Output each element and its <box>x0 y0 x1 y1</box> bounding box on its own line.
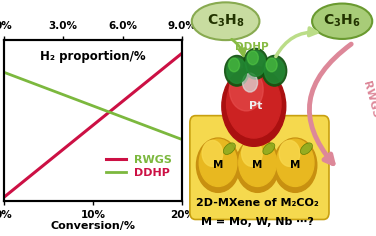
Circle shape <box>246 51 266 76</box>
Circle shape <box>279 140 300 166</box>
Circle shape <box>264 58 285 83</box>
Circle shape <box>222 66 286 146</box>
Ellipse shape <box>300 143 312 155</box>
Circle shape <box>276 139 314 186</box>
Circle shape <box>225 55 249 86</box>
Text: M = Mo, W, Nb ⋯?: M = Mo, W, Nb ⋯? <box>201 217 314 227</box>
Circle shape <box>227 58 247 83</box>
Text: 2D-MXene of M₂CO₂: 2D-MXene of M₂CO₂ <box>196 198 319 208</box>
Circle shape <box>202 140 223 166</box>
Text: M: M <box>252 160 263 170</box>
Legend: RWGS, DDHP: RWGS, DDHP <box>101 151 177 182</box>
Text: RWGS: RWGS <box>361 80 376 119</box>
Circle shape <box>247 51 258 65</box>
Circle shape <box>196 138 240 192</box>
FancyBboxPatch shape <box>190 116 329 219</box>
Ellipse shape <box>312 4 372 39</box>
Circle shape <box>239 139 276 186</box>
Circle shape <box>226 70 281 138</box>
Text: M: M <box>290 160 300 170</box>
Ellipse shape <box>223 143 235 155</box>
Circle shape <box>229 68 263 111</box>
X-axis label: Conversion/%: Conversion/% <box>50 221 136 231</box>
Circle shape <box>243 73 258 92</box>
Circle shape <box>199 139 237 186</box>
Text: $\mathbf{C_3H_6}$: $\mathbf{C_3H_6}$ <box>323 13 361 29</box>
Circle shape <box>244 48 268 79</box>
Circle shape <box>241 140 262 166</box>
Circle shape <box>262 55 287 86</box>
Text: DDHP: DDHP <box>235 42 269 52</box>
Text: H₂ proportion/%: H₂ proportion/% <box>40 50 146 63</box>
Text: M: M <box>213 160 223 170</box>
Ellipse shape <box>192 2 259 40</box>
Circle shape <box>273 138 317 192</box>
Circle shape <box>236 138 279 192</box>
Ellipse shape <box>263 143 275 155</box>
Circle shape <box>229 58 240 72</box>
Circle shape <box>266 58 277 72</box>
Text: Pt: Pt <box>249 101 262 111</box>
Text: $\mathbf{C_3H_8}$: $\mathbf{C_3H_8}$ <box>207 13 244 29</box>
